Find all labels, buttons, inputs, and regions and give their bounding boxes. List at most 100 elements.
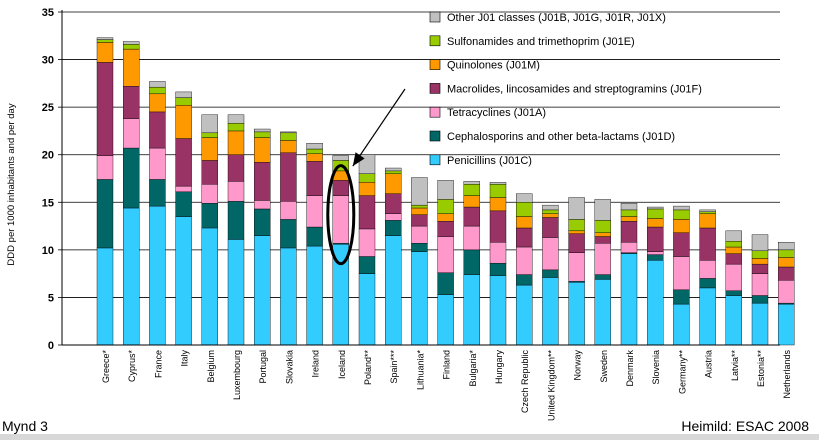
bar-segment: [411, 207, 428, 215]
bar-segment: [673, 289, 690, 305]
bar-segment: [201, 227, 219, 346]
x-tick-label: Poland**: [363, 350, 373, 386]
bar-segment: [227, 181, 245, 202]
x-tick-label: Luxembourg: [232, 350, 242, 400]
x-tick-label: Spain***: [389, 350, 399, 384]
bar-segment: [568, 219, 585, 232]
bar-segment: [149, 205, 166, 346]
bar-segment: [253, 137, 271, 163]
bar-segment: [149, 179, 166, 207]
bar-segment: [778, 266, 795, 281]
x-tick-label: Iceland: [337, 350, 347, 379]
bar-segment: [699, 211, 716, 214]
bar-segment: [751, 295, 769, 304]
bar-segment: [516, 202, 533, 217]
y-tick-labels: 0 5 10 15 20 25 30 35: [42, 7, 54, 352]
bar-segment: [751, 250, 769, 259]
y-tick-label: 0: [48, 340, 54, 352]
bar-segment: [385, 235, 402, 346]
y-tick-label: 30: [42, 55, 54, 67]
bar-segment: [122, 41, 140, 45]
bar-segment: [778, 242, 795, 251]
x-tick-label: Germany**: [677, 350, 687, 395]
bar-segment: [358, 182, 376, 196]
bar-segment: [253, 235, 271, 346]
bar-stack: [253, 128, 271, 346]
bar-segment: [516, 274, 533, 286]
bar-stack: [725, 230, 742, 346]
bar-stack: [227, 114, 245, 346]
bar-segment: [594, 232, 611, 237]
bar-segment: [201, 203, 219, 229]
bar-segment: [280, 201, 297, 220]
bar-segment: [358, 195, 376, 230]
bar-segment: [751, 258, 769, 265]
legend-entry: Quinolones (J01M): [447, 60, 540, 72]
bar-stack: [647, 206, 664, 346]
bar-segment: [647, 218, 664, 228]
bar-segment: [306, 153, 323, 162]
bar-segment: [568, 197, 585, 220]
bar-stack: [463, 181, 480, 346]
bar-segment: [620, 209, 638, 217]
bar-segment: [122, 207, 140, 346]
bar-segment: [673, 205, 690, 211]
bar-segment: [227, 114, 245, 124]
bar-segment: [463, 206, 480, 227]
x-tick-label: Slovenia: [651, 350, 661, 385]
bar-segment: [385, 220, 402, 236]
bar-segment: [175, 191, 192, 217]
bar-stack: [385, 167, 402, 346]
bar-stack: [201, 114, 219, 346]
y-tick-label: 25: [42, 102, 54, 114]
bar-segment: [568, 233, 585, 253]
bar-stack: [149, 81, 166, 346]
bar-segment: [489, 262, 507, 276]
bar-segment: [411, 242, 428, 252]
legend-entry: Other J01 classes (J01B, J01G, J01R, J01…: [447, 12, 666, 24]
bar-segment: [437, 294, 454, 346]
bar-segment: [594, 236, 611, 244]
bar-segment: [149, 93, 166, 113]
bar-segment: [437, 213, 454, 222]
x-tick-label: Slovakia: [284, 350, 294, 384]
bar-segment: [280, 132, 297, 141]
bar-segment: [568, 252, 585, 282]
bar-segment: [358, 256, 376, 274]
x-tick-label: Estonia**: [756, 350, 766, 388]
bar-segment: [489, 184, 507, 198]
legend-swatch: [429, 130, 441, 142]
bar-segment: [201, 132, 219, 138]
bar-segment: [385, 213, 402, 221]
bar-segment: [542, 217, 559, 238]
bar-segment: [594, 242, 611, 275]
bar-stack: [778, 242, 795, 346]
bar-segment: [568, 282, 585, 346]
bar-stack: [411, 177, 428, 346]
bar-segment: [253, 162, 271, 201]
bar-stack: [620, 203, 638, 346]
bar-stack: [699, 209, 716, 346]
bar-segment: [594, 199, 611, 221]
bar-stack: [673, 205, 690, 346]
bar-segment: [411, 204, 428, 209]
bar-segment: [280, 247, 297, 346]
bar-segment: [751, 302, 769, 346]
bar-segment: [516, 246, 533, 275]
figure-caption: Mynd 3: [2, 418, 48, 434]
bar-segment: [699, 227, 716, 261]
legend-swatch: [429, 83, 441, 94]
bar-segment: [673, 256, 690, 291]
bar-segment: [725, 295, 742, 346]
bar-segment: [175, 138, 192, 187]
bar-segment: [332, 195, 349, 244]
x-tick-label: Ireland: [311, 350, 321, 378]
bar-segment: [253, 200, 271, 210]
legend: Other J01 classes (J01B, J01G, J01R, J01…: [429, 11, 702, 167]
bar-segment: [489, 197, 507, 212]
bar-segment: [620, 216, 638, 222]
bar-segment: [306, 148, 323, 154]
bar-stack: [542, 204, 559, 346]
x-tick-label: Denmark: [625, 350, 635, 387]
bar-segment: [699, 213, 716, 229]
